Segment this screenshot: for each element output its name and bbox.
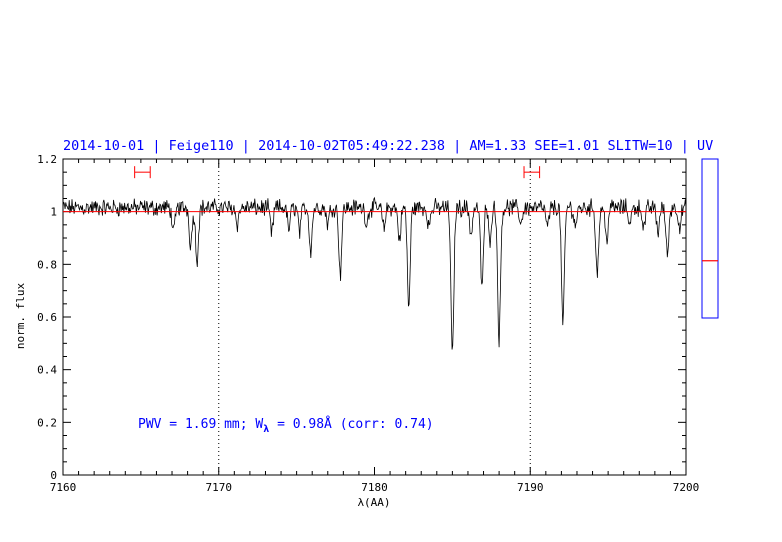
- plot-area: 7160 7170 7180 7190 7200 0 0.2 0.4 0.6 0.8 1 1.2: [37, 153, 719, 494]
- y-tick-label: 0: [50, 469, 57, 482]
- spectrum-line: [62, 196, 687, 350]
- chart-title: 2014-10-01 | Feige110 | 2014-10-02T05:49…: [63, 138, 713, 154]
- x-tick-label: 7200: [673, 481, 700, 494]
- side-indicator-box: [701, 158, 719, 319]
- y-tick-label: 1.2: [37, 153, 57, 166]
- y-axis-label: norm. flux: [14, 283, 27, 350]
- pwv-annotation: PWV = 1.69 mm; Wλ = 0.98Å (corr: 0.74): [138, 416, 434, 435]
- y-tick-label: 0.4: [37, 364, 57, 377]
- x-axis-label: λ(AA): [357, 496, 390, 509]
- x-tick-label: 7160: [50, 481, 77, 494]
- x-tick-label: 7170: [206, 481, 233, 494]
- y-tick-label: 0.6: [37, 311, 57, 324]
- pwv-annotation-post: = 0.98Å (corr: 0.74): [269, 416, 433, 432]
- y-tick-label: 1: [50, 206, 57, 219]
- pwv-annotation-pre: PWV = 1.69 mm; W: [138, 417, 263, 432]
- pwv-annotation-sub: λ: [263, 424, 269, 435]
- y-tick-label: 0.8: [37, 258, 57, 271]
- x-tick-label: 7190: [517, 481, 544, 494]
- x-tick-label: 7180: [361, 481, 388, 494]
- y-tick-label: 0.2: [37, 416, 57, 429]
